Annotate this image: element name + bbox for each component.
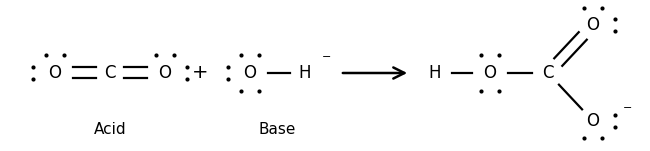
Text: C: C [104, 64, 116, 82]
Text: O: O [49, 64, 62, 82]
Text: −: − [322, 52, 332, 62]
Text: O: O [586, 112, 599, 130]
Text: O: O [586, 16, 599, 34]
Text: +: + [192, 64, 208, 82]
Text: O: O [244, 64, 257, 82]
Text: Acid: Acid [94, 122, 126, 137]
Text: −: − [623, 103, 632, 113]
Text: Base: Base [259, 122, 296, 137]
Text: O: O [484, 64, 497, 82]
Text: C: C [542, 64, 554, 82]
Text: H: H [429, 64, 441, 82]
Text: H: H [299, 64, 311, 82]
Text: O: O [159, 64, 172, 82]
